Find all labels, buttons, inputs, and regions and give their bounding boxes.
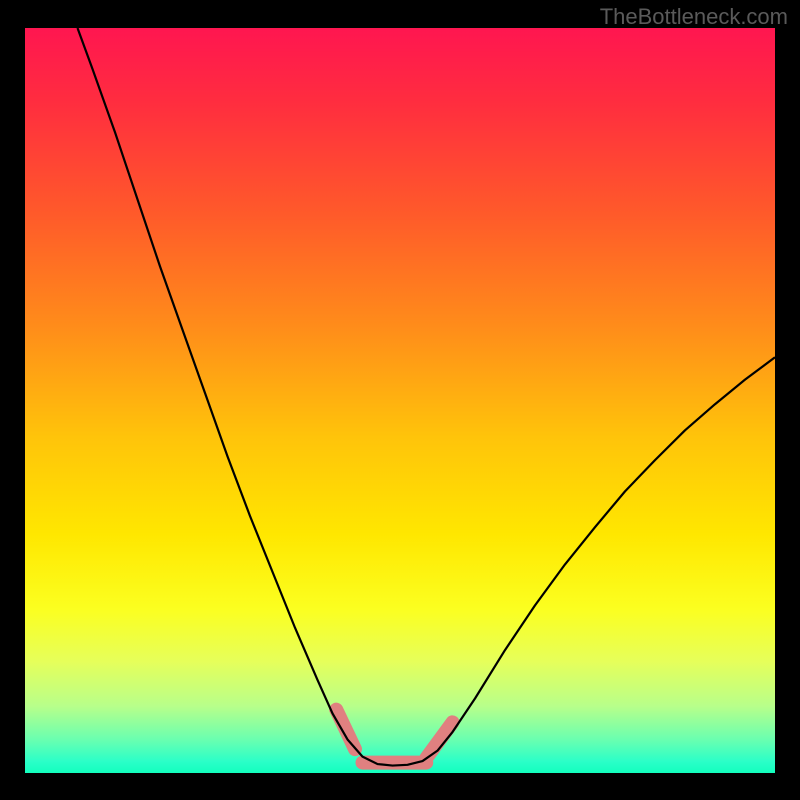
watermark-text: TheBottleneck.com [600, 4, 788, 30]
trough-markers [336, 710, 452, 763]
bottleneck-curve [78, 28, 776, 766]
bottleneck-curve-layer [25, 28, 775, 773]
chart-plot-area [25, 28, 775, 773]
